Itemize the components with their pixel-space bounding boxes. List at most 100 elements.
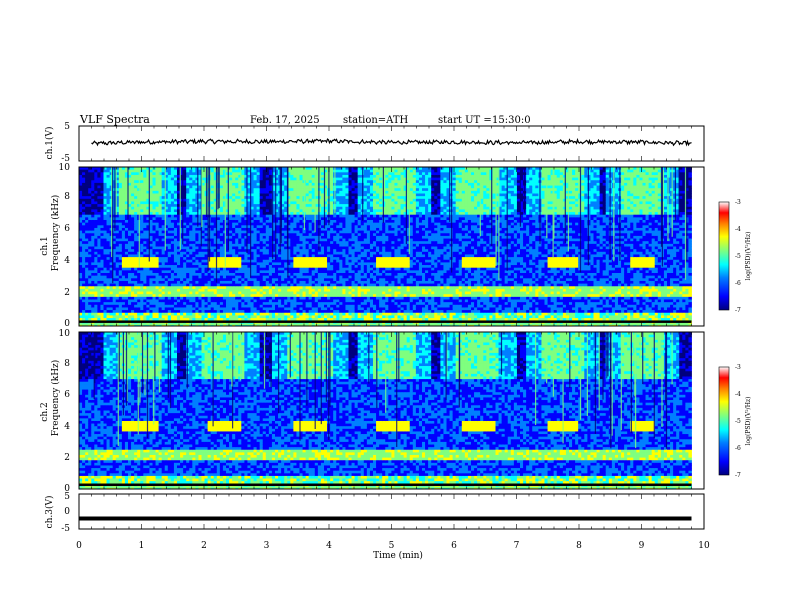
ch1-spectrogram-cell <box>265 204 270 208</box>
ch1-spectrogram-cell <box>115 318 120 322</box>
ch1-spectrogram-cell <box>94 201 98 205</box>
ch1-spectrogram-cell <box>112 291 117 295</box>
ch1-spectrogram-cell <box>299 167 303 171</box>
ch1-spectrogram-cell <box>250 302 254 306</box>
ch1-spectrogram-cell <box>79 315 83 319</box>
ch1-spectrogram-cell <box>112 296 117 300</box>
ch1-spectrogram-cell <box>152 275 156 279</box>
ch1-spectrogram-cell <box>131 275 135 279</box>
ch1-spectrogram-cell <box>293 225 297 229</box>
ch1-spectrogram-cell <box>259 273 264 277</box>
ch1-spectrogram-cell <box>281 296 285 300</box>
ch1-spectrogram-cell <box>296 241 300 245</box>
ch1-spectrogram-cell <box>100 254 104 258</box>
ch1-spectrogram-cell <box>124 188 129 192</box>
ch1-spectrogram-cell <box>118 294 123 298</box>
ch1-spectrogram-cell <box>94 246 98 250</box>
ch1-spectrogram-cell <box>275 267 279 271</box>
ch1-spectrogram-cell <box>320 259 325 263</box>
ch1-spectrogram-cell <box>204 267 209 271</box>
ch1-spectrogram-cell <box>79 283 83 287</box>
ch1-spectrogram-cell <box>183 249 187 253</box>
ch1-spectrogram-cell <box>259 304 264 308</box>
ch1-spectrogram-cell <box>262 238 267 242</box>
ch1-spectrogram-cell <box>219 254 224 258</box>
ch1-spectrogram-cell <box>161 257 166 261</box>
ch1-spectrogram-cell <box>82 185 86 189</box>
ch1-spectrogram-cell <box>308 167 313 171</box>
ch1-spectrogram-cell <box>299 180 303 184</box>
ch1-spectrogram-cell <box>256 220 261 224</box>
ch1-spectrogram-cell <box>308 273 313 277</box>
ch1-spectrogram-cell <box>97 286 101 290</box>
ch1-spectrogram-cell <box>232 288 236 292</box>
ch1-spectrogram-cell <box>82 204 86 208</box>
ch1-spectrogram-cell <box>85 188 89 192</box>
ch1-spectrogram-cell <box>271 249 276 253</box>
ch1-spectrogram-cell <box>324 220 328 224</box>
ch1-spectrogram-cell <box>161 190 166 194</box>
ch1-spectrogram-cell <box>94 251 98 255</box>
ch1-spectrogram-cell <box>140 299 144 303</box>
ch1-spectrogram-cell <box>262 196 267 200</box>
ch1-spectrogram-cell <box>281 220 285 224</box>
ch1-spectrogram-cell <box>302 270 307 274</box>
ch1-spectrogram-cell <box>152 310 156 314</box>
ch1-spectrogram-cell <box>287 315 291 319</box>
ch1-spectrogram-cell <box>173 275 178 279</box>
ch1-spectrogram-cell <box>201 283 205 287</box>
ch1-spectrogram-cell <box>305 304 310 308</box>
ch1-spectrogram-cell <box>275 222 279 226</box>
ch1-spectrogram-cell <box>173 206 178 210</box>
ch1-spectrogram-cell <box>140 304 144 308</box>
ch1-spectrogram-cell <box>85 182 89 186</box>
ch1-spectrogram-cell <box>167 278 172 282</box>
ch1-spectrogram-cell <box>235 235 239 239</box>
ch1-spectrogram-cell <box>262 188 267 192</box>
ch1-spectrogram-cell <box>271 246 276 250</box>
ch1-spectrogram-cell <box>219 190 224 194</box>
ch1-spectrogram-cell <box>232 259 236 263</box>
ch1-spectrogram-cell <box>173 315 178 319</box>
ch1-spectrogram-cell <box>302 288 307 292</box>
ch1-spectrogram-cell <box>317 286 322 290</box>
ch1-spectrogram-cell <box>79 246 83 250</box>
ch1-spectrogram-cell <box>275 174 279 178</box>
ch1-spectrogram-cell <box>284 172 288 176</box>
ch1-spectrogram-cell <box>314 307 319 311</box>
ch1-spectrogram-cell <box>115 196 120 200</box>
ch1-spectrogram-cell <box>94 188 98 192</box>
ch1-spectrogram-cell <box>281 304 285 308</box>
ch1-spectrogram-cell <box>118 315 123 319</box>
ch1-spectrogram-cell <box>278 267 282 271</box>
ch1-spectrogram-cell <box>82 267 86 271</box>
ch1-spectrogram-cell <box>216 273 221 277</box>
ch1-spectrogram-cell <box>146 278 150 282</box>
ch1-spectrogram-cell <box>128 310 132 314</box>
ch1-spectrogram-cell <box>256 265 261 269</box>
ch1-spectrogram-cell <box>320 241 325 245</box>
ch1-spectrogram-cell <box>140 174 144 178</box>
ch1-spectrogram-cell <box>106 246 111 250</box>
ch1-spectrogram-cell <box>137 288 141 292</box>
ch1-spectrogram-cell <box>186 196 190 200</box>
ch1-spectrogram-cell <box>256 283 261 287</box>
ch1-spectrogram-cell <box>235 230 239 234</box>
ch1-spectrogram-cell <box>314 201 319 205</box>
ch1-spectrogram-cell <box>204 249 209 253</box>
ch1-spectrogram-cell <box>268 302 273 306</box>
ch1-spectrogram-cell <box>296 230 300 234</box>
ch1-spectrogram-cell <box>167 209 172 213</box>
ch1-spectrogram-cell <box>324 280 328 284</box>
ch1-spectrogram-cell <box>186 182 190 186</box>
ch1-spectrogram-cell <box>106 235 111 239</box>
ch1-spectrogram-cell <box>305 275 310 279</box>
ch1-spectrogram-cell <box>327 249 331 253</box>
ch1-spectrogram-cell <box>317 280 322 284</box>
ch1-spectrogram-cell <box>250 212 254 216</box>
ch1-spectrogram-cell <box>128 180 132 184</box>
ch1-spectrogram-cell <box>131 212 135 216</box>
ch1-spectrogram-cell <box>305 222 310 226</box>
ch1-spectrogram-cell <box>262 209 267 213</box>
ch1-spectrogram-cell <box>216 296 221 300</box>
